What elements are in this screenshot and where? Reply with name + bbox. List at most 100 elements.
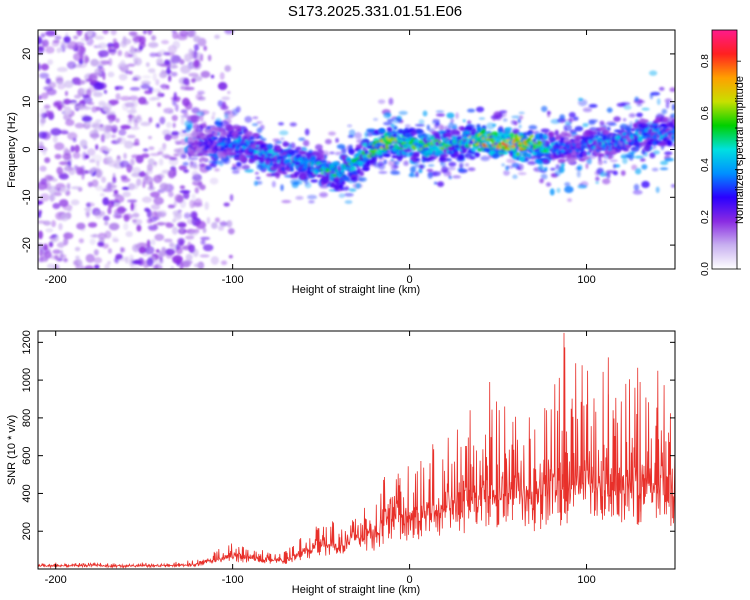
spectrogram-ridge-blob bbox=[595, 137, 599, 141]
spectrogram-halo-blob bbox=[253, 180, 258, 187]
spectrogram-noise-blob bbox=[148, 146, 155, 151]
spectrogram-halo-blob bbox=[302, 139, 310, 147]
spectrogram-noise-blob bbox=[89, 132, 100, 139]
spectrogram-ridge-blob bbox=[282, 154, 287, 160]
colorbar: 0.0 0.2 0.4 0.6 0.8 Normalized spectral ampl… bbox=[700, 29, 746, 276]
spectrogram-ridge-blob bbox=[310, 155, 317, 160]
spectrogram-ridge-blob bbox=[373, 129, 380, 135]
spectrogram-noise-blob bbox=[122, 191, 131, 198]
spectrogram-ridge-blob bbox=[598, 153, 605, 158]
snr-y-ticks: 200 400 600 800 1000 1200 bbox=[21, 330, 675, 540]
spectrogram-noise-blob bbox=[120, 59, 126, 68]
spectrogram-noise-blob bbox=[87, 101, 95, 106]
spectrogram-noise-blob bbox=[53, 191, 62, 197]
spectrogram-noise-blob bbox=[90, 58, 99, 67]
spectrogram-noise-blob bbox=[170, 131, 180, 136]
spectrogram-ridge-blob bbox=[425, 137, 432, 141]
spectrogram-x-tick-label: -200 bbox=[45, 274, 67, 286]
spectrogram-halo-blob bbox=[554, 170, 561, 177]
spectrogram-halo-blob bbox=[629, 121, 633, 128]
spectrogram-noise-blob bbox=[170, 265, 175, 269]
spectrogram-noise-blob bbox=[179, 185, 186, 190]
spectrogram-ridge-blob bbox=[361, 167, 370, 172]
spectrogram-noise-blob bbox=[191, 193, 196, 200]
spectrogram-noise-blob bbox=[126, 134, 136, 139]
spectrogram-ridge-blob bbox=[594, 134, 600, 139]
spectrogram-noise-blob bbox=[165, 121, 172, 129]
spectrogram-halo-blob bbox=[633, 146, 637, 150]
spectrogram-ridge-blob bbox=[638, 137, 643, 142]
spectrogram-noise-blob bbox=[107, 206, 112, 215]
spectrogram-ridge-blob bbox=[516, 152, 520, 156]
spectrogram-noise-blob bbox=[120, 95, 131, 101]
spectrogram-ridge-blob bbox=[512, 147, 517, 152]
spectrogram-ridge-blob bbox=[439, 153, 449, 158]
spectrogram-noise-blob bbox=[90, 75, 98, 79]
spectrogram-halo-blob bbox=[434, 123, 439, 129]
spectrogram-halo-blob bbox=[557, 158, 566, 164]
spectrogram-noise-blob bbox=[110, 134, 117, 139]
spectrogram-noise-blob bbox=[200, 53, 204, 62]
spectrogram-ridge-blob bbox=[299, 151, 308, 155]
spectrogram-noise-blob bbox=[56, 47, 62, 54]
spectrogram-y-tick-label: 20 bbox=[21, 48, 33, 60]
spectrogram-halo-blob bbox=[328, 131, 336, 136]
spectrogram-x-ticks: -200 -100 0 100 bbox=[45, 30, 596, 286]
spectrogram-halo-blob bbox=[475, 106, 485, 113]
spectrogram-noise-blob bbox=[179, 227, 184, 233]
spectrogram-noise-blob bbox=[58, 254, 67, 259]
spectrogram-halo-blob bbox=[410, 166, 416, 174]
spectrogram-noise-blob bbox=[127, 114, 135, 119]
spectrogram-ridge-blob bbox=[238, 156, 248, 163]
spectrogram-ridge-blob bbox=[451, 135, 456, 140]
spectrogram-noise-blob bbox=[98, 100, 106, 107]
spectrogram-ridge-blob bbox=[439, 157, 448, 162]
spectrogram-halo-blob bbox=[307, 194, 318, 200]
spectrogram-ridge-blob bbox=[269, 161, 273, 167]
spectrogram-noise-blob bbox=[42, 148, 47, 156]
spectrogram-noise-blob bbox=[51, 178, 58, 182]
spectrogram-noise-blob bbox=[142, 75, 152, 79]
spectrogram-halo-blob bbox=[577, 164, 583, 172]
spectrogram-halo-blob bbox=[641, 164, 648, 170]
spectrogram-ridge-blob bbox=[444, 132, 454, 138]
spectrogram-halo-blob bbox=[493, 111, 503, 119]
spectrogram-ridge-blob bbox=[456, 130, 461, 136]
spectrogram-halo-blob bbox=[214, 168, 220, 172]
spectrogram-ridge-blob bbox=[575, 135, 582, 140]
spectrogram-noise-blob bbox=[152, 264, 163, 269]
spectrogram-ridge-blob bbox=[571, 155, 577, 158]
spectrogram-halo-blob bbox=[656, 98, 661, 106]
spectrogram-noise-blob bbox=[47, 59, 54, 65]
spectrogram-noise-blob bbox=[70, 186, 82, 190]
spectrogram-noise-blob bbox=[94, 35, 105, 40]
spectrogram-halo-blob bbox=[641, 180, 650, 189]
spectrogram-halo-blob bbox=[648, 70, 658, 76]
spectrogram-noise-blob bbox=[103, 215, 110, 222]
spectrogram-noise-blob bbox=[158, 158, 164, 166]
spectrogram-halo-blob bbox=[404, 124, 411, 128]
spectrogram-noise-blob bbox=[172, 40, 181, 49]
spectrogram-ridge-blob bbox=[338, 174, 342, 178]
spectrogram-ridge-blob bbox=[289, 166, 295, 172]
spectrogram-halo-blob bbox=[547, 111, 551, 115]
spectrogram-ridge-blob bbox=[386, 126, 393, 133]
spectrogram-noise-blob bbox=[176, 221, 187, 228]
spectrogram-halo-blob bbox=[503, 118, 508, 122]
spectrogram-halo-blob bbox=[506, 165, 514, 169]
spectrogram-noise-blob bbox=[223, 202, 230, 207]
spectrogram-noise-blob bbox=[91, 72, 102, 76]
spectrogram-noise-blob bbox=[155, 249, 160, 253]
spectrogram-halo-blob bbox=[251, 123, 259, 127]
spectrogram-noise-blob bbox=[102, 72, 106, 81]
spectrogram-halo-blob bbox=[314, 144, 323, 151]
spectrogram-noise-blob bbox=[108, 57, 113, 67]
spectrogram-halo-blob bbox=[304, 178, 309, 186]
spectrogram-ridge-blob bbox=[200, 157, 209, 162]
spectrogram-noise-blob bbox=[74, 122, 85, 129]
spectrogram-noise-blob bbox=[92, 233, 99, 238]
spectrogram-noise-blob bbox=[147, 158, 155, 166]
spectrogram-ridge-blob bbox=[332, 173, 338, 177]
spectrogram-halo-blob bbox=[256, 121, 263, 124]
spectrogram-noise-blob bbox=[53, 264, 60, 269]
